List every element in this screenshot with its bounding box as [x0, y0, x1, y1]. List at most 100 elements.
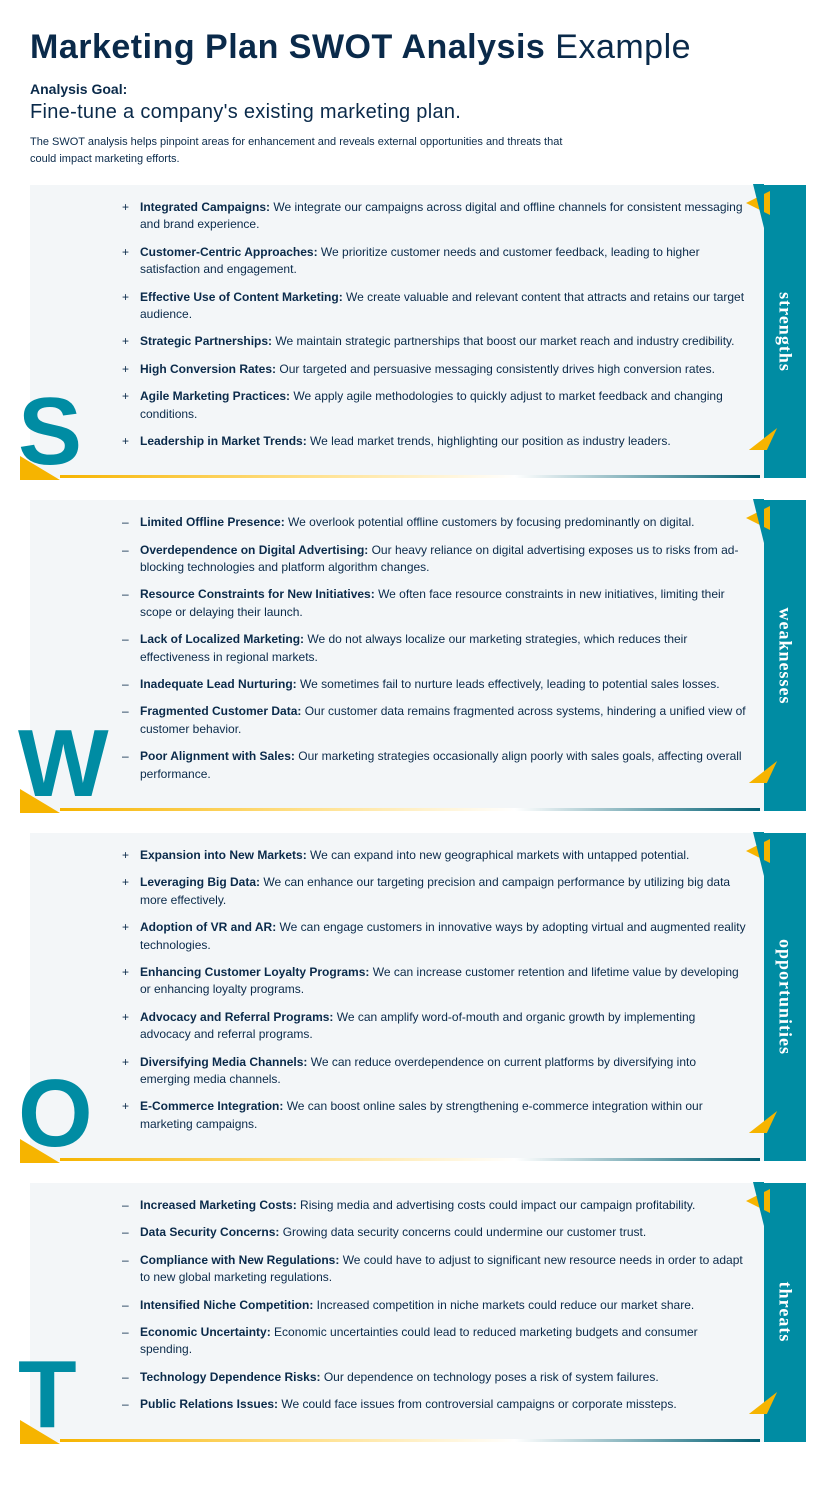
list-item: Limited Offline Presence: We overlook po… — [126, 514, 746, 531]
list-item: Fragmented Customer Data: Our customer d… — [126, 703, 746, 738]
list-item: Agile Marketing Practices: We apply agil… — [126, 388, 746, 423]
list-item: Diversifying Media Channels: We can redu… — [126, 1054, 746, 1089]
list-item: Strategic Partnerships: We maintain stra… — [126, 333, 746, 350]
item-heading: E-Commerce Integration: — [140, 1099, 283, 1113]
item-text: We sometimes fail to nurture leads effec… — [297, 677, 720, 691]
item-heading: Advocacy and Referral Programs: — [140, 1010, 333, 1024]
side-tab: threats — [764, 1183, 806, 1442]
item-heading: Limited Offline Presence: — [140, 515, 285, 529]
item-text: We maintain strategic partnerships that … — [272, 334, 734, 348]
item-heading: Lack of Localized Marketing: — [140, 632, 304, 646]
item-text: Increased competition in niche markets c… — [313, 1298, 694, 1312]
item-heading: Integrated Campaigns: — [140, 200, 270, 214]
item-heading: Agile Marketing Practices: — [140, 389, 290, 403]
panel-body: WLimited Offline Presence: We overlook p… — [30, 500, 806, 811]
triangle-icon — [746, 1189, 770, 1213]
item-heading: Leadership in Market Trends: — [140, 434, 307, 448]
list-item: Inadequate Lead Nurturing: We sometimes … — [126, 676, 746, 693]
tab-label: threats — [775, 1282, 796, 1343]
item-heading: Leveraging Big Data: — [140, 875, 260, 889]
title-bold: Marketing Plan SWOT Analysis — [30, 28, 545, 66]
list-item: High Conversion Rates: Our targeted and … — [126, 361, 746, 378]
list-item: Poor Alignment with Sales: Our marketing… — [126, 748, 746, 783]
side-tab: strengths — [764, 185, 806, 478]
item-text: We overlook potential offline customers … — [285, 515, 695, 529]
item-heading: Technology Dependence Risks: — [140, 1370, 321, 1384]
list-item: Integrated Campaigns: We integrate our c… — [126, 199, 746, 234]
item-text: We lead market trends, highlighting our … — [307, 434, 671, 448]
item-text: We can expand into new geographical mark… — [307, 848, 690, 862]
side-tab: weaknesses — [764, 500, 806, 811]
item-list: Increased Marketing Costs: Rising media … — [126, 1197, 746, 1414]
tab-label: strengths — [775, 292, 796, 372]
list-item: Advocacy and Referral Programs: We can a… — [126, 1009, 746, 1044]
item-list: Limited Offline Presence: We overlook po… — [126, 514, 746, 783]
item-text: We could face issues from controversial … — [278, 1397, 677, 1411]
side-tab: opportunities — [764, 833, 806, 1161]
item-heading: Intensified Niche Competition: — [140, 1298, 313, 1312]
tab-label: weaknesses — [775, 607, 796, 704]
item-heading: Resource Constraints for New Initiatives… — [140, 587, 375, 601]
list-item: Overdependence on Digital Advertising: O… — [126, 542, 746, 577]
triangle-icon — [746, 191, 770, 215]
list-item: E-Commerce Integration: We can boost onl… — [126, 1098, 746, 1133]
item-heading: Inadequate Lead Nurturing: — [140, 677, 297, 691]
page-title: Marketing Plan SWOT Analysis Example — [30, 28, 806, 67]
item-text: Our dependence on technology poses a ris… — [321, 1370, 659, 1384]
intro-text: The SWOT analysis helps pinpoint areas f… — [30, 134, 590, 167]
list-item: Customer-Centric Approaches: We prioriti… — [126, 244, 746, 279]
triangle-icon — [746, 839, 770, 863]
list-item: Adoption of VR and AR: We can engage cus… — [126, 919, 746, 954]
item-text: Our targeted and persuasive messaging co… — [276, 362, 715, 376]
swot-panel-opportunities: OExpansion into New Markets: We can expa… — [30, 833, 806, 1161]
tab-label: opportunities — [775, 939, 796, 1055]
list-item: Increased Marketing Costs: Rising media … — [126, 1197, 746, 1214]
list-item: Data Security Concerns: Growing data sec… — [126, 1224, 746, 1241]
item-heading: Compliance with New Regulations: — [140, 1253, 339, 1267]
item-heading: Economic Uncertainty: — [140, 1325, 271, 1339]
item-heading: Strategic Partnerships: — [140, 334, 272, 348]
item-heading: Expansion into New Markets: — [140, 848, 307, 862]
divider — [60, 808, 760, 811]
list-item: Leveraging Big Data: We can enhance our … — [126, 874, 746, 909]
item-list: Expansion into New Markets: We can expan… — [126, 847, 746, 1133]
item-list: Integrated Campaigns: We integrate our c… — [126, 199, 746, 450]
list-item: Economic Uncertainty: Economic uncertain… — [126, 1324, 746, 1359]
triangle-icon — [20, 1420, 60, 1444]
item-heading: High Conversion Rates: — [140, 362, 276, 376]
item-heading: Effective Use of Content Marketing: — [140, 290, 343, 304]
item-text: Rising media and advertising costs could… — [297, 1198, 696, 1212]
list-item: Enhancing Customer Loyalty Programs: We … — [126, 964, 746, 999]
list-item: Effective Use of Content Marketing: We c… — [126, 289, 746, 324]
title-light: Example — [555, 28, 691, 66]
item-heading: Customer-Centric Approaches: — [140, 245, 318, 259]
triangle-icon — [20, 1139, 60, 1163]
item-heading: Overdependence on Digital Advertising: — [140, 543, 368, 557]
list-item: Public Relations Issues: We could face i… — [126, 1396, 746, 1413]
triangle-icon — [20, 456, 60, 480]
item-heading: Enhancing Customer Loyalty Programs: — [140, 965, 369, 979]
panel-body: TIncreased Marketing Costs: Rising media… — [30, 1183, 806, 1442]
goal-text: Fine-tune a company's existing marketing… — [30, 101, 806, 124]
list-item: Expansion into New Markets: We can expan… — [126, 847, 746, 864]
list-item: Intensified Niche Competition: Increased… — [126, 1297, 746, 1314]
triangle-icon — [746, 506, 770, 530]
list-item: Technology Dependence Risks: Our depende… — [126, 1369, 746, 1386]
list-item: Compliance with New Regulations: We coul… — [126, 1252, 746, 1287]
item-heading: Fragmented Customer Data: — [140, 704, 301, 718]
list-item: Leadership in Market Trends: We lead mar… — [126, 433, 746, 450]
item-text: Growing data security concerns could und… — [279, 1225, 646, 1239]
item-heading: Adoption of VR and AR: — [140, 920, 276, 934]
panel-body: OExpansion into New Markets: We can expa… — [30, 833, 806, 1161]
item-heading: Data Security Concerns: — [140, 1225, 279, 1239]
swot-panel-threats: TIncreased Marketing Costs: Rising media… — [30, 1183, 806, 1442]
panel-body: SIntegrated Campaigns: We integrate our … — [30, 185, 806, 478]
divider — [60, 1439, 760, 1442]
swot-panel-weaknesses: WLimited Offline Presence: We overlook p… — [30, 500, 806, 811]
item-heading: Poor Alignment with Sales: — [140, 749, 295, 763]
triangle-icon — [20, 789, 60, 813]
list-item: Resource Constraints for New Initiatives… — [126, 586, 746, 621]
item-heading: Increased Marketing Costs: — [140, 1198, 297, 1212]
item-heading: Public Relations Issues: — [140, 1397, 278, 1411]
divider — [60, 1158, 760, 1161]
